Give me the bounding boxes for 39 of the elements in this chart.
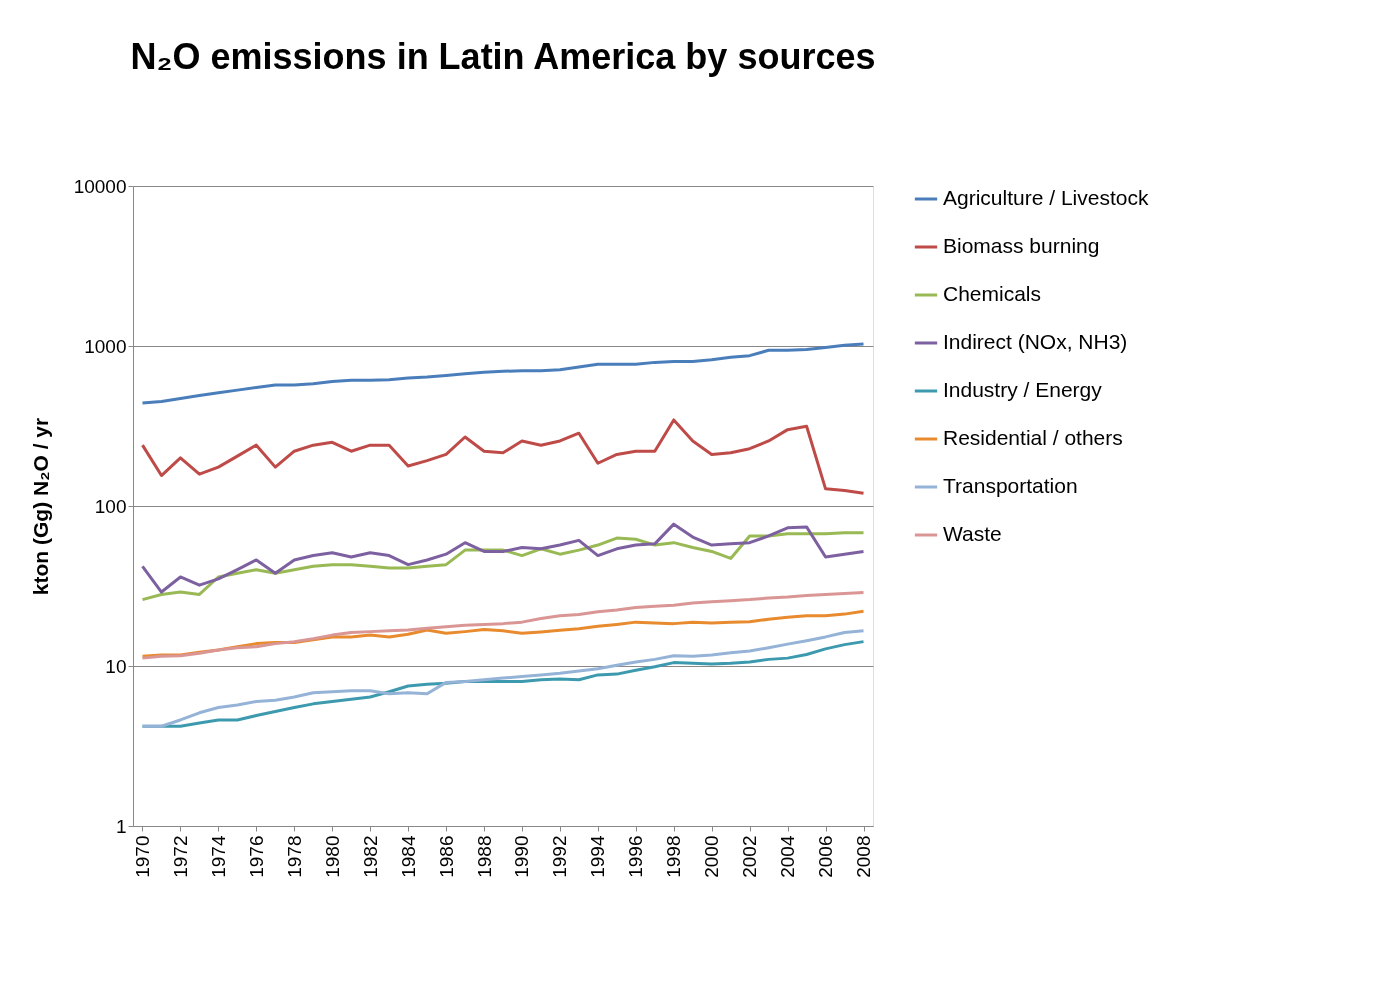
x-tick-label: 1984 xyxy=(397,835,419,878)
legend-label: Chemicals xyxy=(943,282,1042,305)
x-tick-label: 1986 xyxy=(435,835,457,878)
x-tick-label: 1972 xyxy=(169,835,191,878)
legend-label: Residential / others xyxy=(943,426,1123,449)
legend-label: Indirect (NOx, NH3) xyxy=(943,330,1128,353)
chart-title: N₂O emissions in Latin America by sources xyxy=(130,36,876,77)
y-tick-label: 100 xyxy=(94,495,127,517)
legend-label: Waste xyxy=(943,522,1002,545)
y-tick-label: 1 xyxy=(115,815,127,837)
y-axis-title: kton (Gg) N₂O / yr xyxy=(28,417,52,596)
x-tick-label: 1978 xyxy=(283,835,305,878)
legend-label: Industry / Energy xyxy=(943,378,1103,401)
x-tick-label: 1990 xyxy=(511,835,533,878)
legend-label: Agriculture / Livestock xyxy=(943,186,1149,209)
x-tick-label: 1976 xyxy=(245,835,267,878)
y-tick-label: 10 xyxy=(105,655,127,677)
legend-label: Biomass burning xyxy=(943,234,1100,257)
line-series xyxy=(140,342,866,405)
x-tick-label: 1982 xyxy=(359,835,381,878)
line-series xyxy=(140,522,866,594)
x-tick-label: 1980 xyxy=(321,835,343,878)
x-tick-label: 1974 xyxy=(207,835,229,878)
line-series xyxy=(140,591,866,660)
line-series xyxy=(140,418,866,495)
x-tick-label: 1992 xyxy=(549,835,571,878)
x-tick-label: 1988 xyxy=(473,835,495,878)
x-tick-label: 1970 xyxy=(131,835,153,878)
y-tick-label: 1000 xyxy=(84,335,127,357)
x-tick-label: 2004 xyxy=(777,835,799,878)
x-tick-label: 2008 xyxy=(853,835,875,878)
x-tick-label: 2006 xyxy=(815,835,837,878)
x-tick-label: 1998 xyxy=(663,835,685,878)
y-tick-label: 10000 xyxy=(73,175,127,197)
x-tick-label: 2000 xyxy=(701,835,723,878)
legend-label: Transportation xyxy=(943,474,1078,497)
x-tick-label: 2002 xyxy=(739,835,761,878)
x-tick-label: 1996 xyxy=(625,835,647,878)
x-tick-label: 1994 xyxy=(587,835,609,878)
